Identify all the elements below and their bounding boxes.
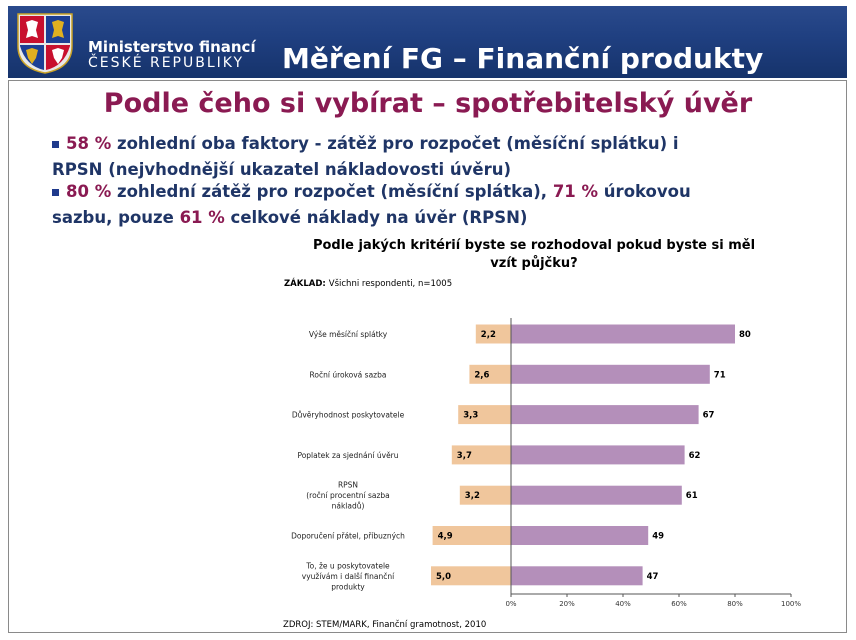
bar-secondary	[458, 405, 511, 425]
header-banner: Ministerstvo financí ČESKÉ REPUBLIKY Měř…	[8, 6, 847, 78]
bar-primary	[511, 405, 699, 425]
x-tick-label: 80%	[727, 600, 743, 608]
bullet-square-icon	[52, 141, 59, 148]
category-label: (roční procentní sazba	[306, 491, 390, 500]
bar-secondary	[431, 566, 511, 586]
bar-primary	[511, 566, 643, 586]
bar-secondary-label: 4,9	[438, 532, 453, 542]
category-label: produkty	[331, 582, 365, 591]
bullet-2-percent-c: 61 %	[179, 208, 225, 227]
bar-secondary	[469, 364, 511, 384]
slide-title: Podle čeho si vybírat – spotřebitelský ú…	[103, 88, 753, 119]
chart-base-label: ZÁKLAD:	[284, 277, 326, 289]
bar-value-label: 71	[714, 370, 726, 380]
bar-secondary-label: 2,6	[474, 370, 489, 380]
bar-primary	[511, 526, 649, 545]
category-label: Doporučení přátel, příbuzných	[291, 532, 405, 541]
bar-value-label: 61	[686, 491, 698, 501]
bar-value-label: 67	[703, 411, 715, 421]
category-label: Důvěryhodnost poskytovatele	[292, 411, 405, 420]
bar-value-label: 49	[652, 532, 664, 542]
bullet-1-percent: 58 %	[66, 134, 112, 153]
bars-group: 80 2,2 Výše měsíční splátky 71 2,6 Roční úrok…	[291, 324, 751, 591]
category-label: RPSN	[338, 481, 358, 490]
bar-value-label: 47	[647, 572, 659, 582]
bullet-1: 58 % zohlední oba faktory - zátěž pro ro…	[52, 131, 679, 183]
x-tick-label: 0%	[505, 600, 516, 608]
content-frame	[8, 80, 847, 633]
bullet-2-percent-a: 80 %	[66, 182, 112, 201]
state-emblem-icon	[17, 13, 73, 74]
category-label: Výše měsíční splátky	[309, 330, 388, 339]
ministry-name: Ministerstvo financí	[88, 38, 256, 56]
bullet-2-text-a: zohlední zátěž pro rozpočet (měsíční spl…	[111, 182, 553, 201]
bar-secondary-label: 5,0	[436, 572, 451, 582]
bar-secondary-label: 3,7	[457, 451, 472, 461]
bar-secondary	[432, 526, 511, 545]
bullet-1-text-a: zohlední oba faktory - zátěž pro rozpoče…	[111, 134, 679, 153]
bar-secondary	[459, 485, 511, 505]
bar-secondary-label: 3,3	[463, 411, 478, 421]
chart-base-text: Všichni respondenti, n=1005	[329, 278, 452, 289]
bullet-1-text-b: RPSN (nejvhodnější ukazatel nákladovosti…	[52, 160, 512, 179]
bullet-square-icon	[52, 189, 59, 196]
category-label: nákladů)	[332, 502, 365, 511]
bar-primary	[511, 445, 685, 465]
bullet-2-text-b: úrokovou	[598, 182, 691, 201]
ministry-country: ČESKÉ REPUBLIKY	[88, 55, 245, 71]
bar-value-label: 80	[739, 330, 751, 340]
bar-primary	[511, 485, 682, 505]
category-label: využívám i další finanční	[302, 572, 395, 581]
bar-secondary-label: 3,2	[465, 491, 480, 501]
x-tick-label: 40%	[615, 600, 631, 608]
bar-primary	[511, 364, 710, 384]
header-title: Měření FG – Finanční produkty	[282, 42, 764, 75]
bar-primary	[511, 324, 735, 344]
chart-title-line-2: vzít půjčku?	[490, 256, 577, 271]
chart-base: ZÁKLAD: Všichni respondenti, n=1005	[284, 277, 452, 289]
bar-secondary	[451, 445, 511, 465]
x-tick-label: 20%	[559, 600, 575, 608]
x-tick-label: 100%	[781, 600, 801, 608]
bullet-2-text-d: celkové náklady na úvěr (RPSN)	[224, 208, 528, 227]
category-label: To, že u poskytovatele	[305, 561, 390, 570]
x-axis: 0% 20% 40% 60% 80% 100%	[505, 318, 801, 608]
bullet-2-text-c: sazbu, pouze	[52, 208, 180, 227]
bar-secondary-label: 2,2	[481, 330, 496, 340]
chart-title-line-1: Podle jakých kritérií byste se rozhodova…	[313, 238, 755, 253]
bullet-2: 80 % zohlední zátěž pro rozpočet (měsíčn…	[52, 179, 691, 231]
bar-secondary	[475, 324, 511, 344]
bar-value-label: 62	[689, 451, 701, 461]
bullet-2-percent-b: 71 %	[552, 182, 599, 201]
chart-source: ZDROJ: STEM/MARK, Finanční gramotnost, 2…	[283, 619, 486, 630]
category-label: Roční úroková sazba	[310, 370, 387, 379]
category-label: Poplatek za sjednání úvěru	[297, 451, 398, 460]
x-tick-label: 60%	[671, 600, 687, 608]
